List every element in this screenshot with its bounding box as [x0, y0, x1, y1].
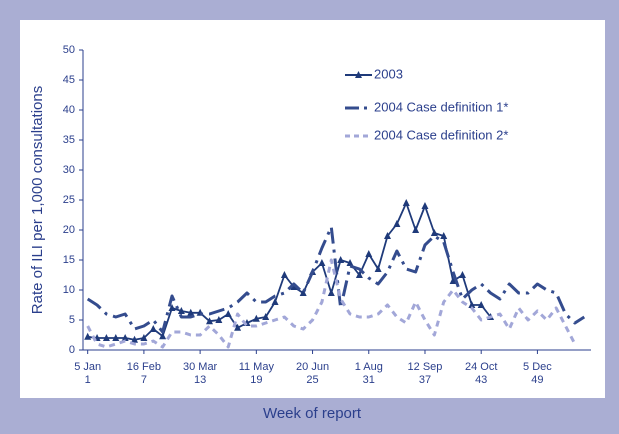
plot-frame: [20, 20, 605, 398]
marker: [168, 304, 176, 311]
x-tick-week: 31: [363, 374, 375, 386]
legend-symbol: [355, 71, 362, 78]
x-tick-label: 11 May: [239, 361, 275, 373]
marker: [187, 308, 195, 316]
marker: [140, 334, 148, 341]
x-tick-week: 49: [531, 374, 543, 386]
marker: [477, 301, 485, 308]
marker: [327, 289, 335, 296]
marker: [337, 256, 345, 263]
marker: [299, 289, 307, 296]
y-tick-label: 10: [63, 284, 75, 296]
marker: [393, 220, 401, 227]
y-tick-label: 20: [63, 224, 75, 236]
marker: [365, 250, 373, 257]
marker: [262, 313, 270, 320]
x-axis-label: Week of report: [263, 405, 362, 422]
marker: [252, 314, 260, 322]
legend-label: 2004 Case definition 1*: [374, 99, 508, 114]
marker: [271, 298, 279, 305]
x-tick-label: 20 Jun: [296, 361, 329, 373]
y-tick-label: 5: [69, 314, 75, 326]
marker: [224, 310, 232, 317]
x-tick-label: 30 Mar: [183, 361, 218, 373]
legend: 2003 2004 Case definition 1* 2004 Case d…: [345, 66, 508, 142]
marker: [159, 332, 167, 340]
marker: [468, 301, 476, 308]
marker: [102, 334, 110, 341]
x-tick-week: 1: [85, 374, 91, 386]
x-tick-week: 25: [306, 374, 318, 386]
marker: [440, 232, 448, 239]
y-tick-label: 40: [63, 104, 75, 116]
x-tick-week: 43: [475, 374, 487, 386]
marker: [346, 259, 354, 266]
marker: [355, 271, 363, 278]
marker: [121, 334, 129, 341]
marker: [215, 316, 223, 323]
y-tick-label: 25: [63, 194, 75, 206]
marker: [430, 229, 438, 236]
x-tick-week: 37: [419, 374, 431, 386]
y-tick-label: 15: [63, 254, 75, 266]
marker: [449, 277, 457, 284]
marker: [318, 259, 326, 266]
x-tick-label: 5 Dec: [523, 361, 552, 373]
marker: [384, 232, 392, 239]
marker: [112, 334, 120, 341]
marker: [131, 335, 139, 343]
x-tick-week: 13: [194, 374, 206, 386]
x-tick-label: 12 Sep: [408, 361, 443, 373]
y-tick-label: 35: [63, 134, 75, 146]
y-tick-label: 50: [63, 44, 75, 56]
marker: [205, 317, 213, 325]
marker: [234, 323, 242, 331]
y-tick-label: 30: [63, 164, 75, 176]
series-line: [86, 258, 577, 349]
marker: [177, 307, 185, 314]
legend-label: 2004 Case definition 2*: [374, 127, 508, 142]
marker: [84, 332, 92, 340]
series-line: [86, 225, 586, 334]
x-tick-label: 16 Feb: [127, 361, 161, 373]
marker: [149, 325, 157, 332]
marker: [458, 271, 466, 278]
marker: [421, 202, 429, 209]
x-tick-label: 1 Aug: [355, 361, 383, 373]
x-tick-week: 19: [250, 374, 262, 386]
x-tick-label: 5 Jan: [74, 361, 101, 373]
y-tick-label: 0: [69, 344, 75, 356]
marker: [280, 271, 288, 278]
x-tick-week: 7: [141, 374, 147, 386]
marker: [402, 199, 410, 206]
marker: [374, 265, 382, 272]
x-tick-label: 24 Oct: [465, 361, 497, 373]
legend-label: 2003: [374, 66, 403, 81]
marker: [290, 283, 298, 290]
y-axis-label: Rate of ILI per 1,000 consultations: [29, 86, 46, 314]
y-tick-label: 45: [63, 74, 75, 86]
marker: [412, 226, 420, 233]
